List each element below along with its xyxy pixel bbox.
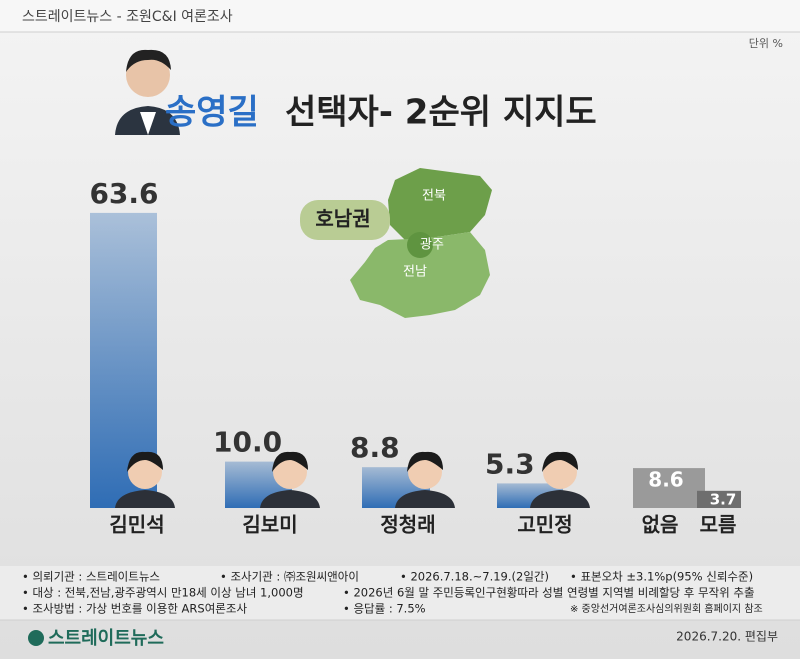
note: ※ 중앙선거여론조사심의위원회 홈페이지 참조 — [570, 602, 763, 615]
portrait-face — [408, 455, 442, 489]
category-label: 모름 — [700, 513, 737, 537]
portrait-hair — [542, 451, 578, 472]
portrait — [395, 451, 455, 508]
portrait-body — [115, 490, 175, 508]
category-label: 고민정 — [517, 513, 572, 537]
category-label: 없음 — [642, 513, 679, 537]
publisher: 스트레이트뉴스 — [48, 628, 164, 649]
note: • 표본오차 ±3.1%p(95% 신뢰수준) — [570, 570, 753, 584]
portrait-hair — [407, 451, 443, 472]
value-label: 3.7 — [710, 490, 737, 508]
region-part: 전남 — [403, 265, 427, 280]
date-credit: 2026.7.20. 편집부 — [676, 630, 778, 644]
region-part: 광주 — [420, 238, 444, 253]
category-label: 김민석 — [109, 513, 164, 537]
region-map — [300, 168, 492, 318]
notes: • 의뢰기관 : 스트레이트뉴스 • 조사기관 : ㈜조원씨앤아이 • 2026.7… — [22, 570, 763, 616]
portrait-hair — [272, 451, 308, 472]
title-portrait — [115, 49, 180, 135]
category-label: 정청래 — [380, 513, 435, 537]
value-label: 8.6 — [648, 468, 683, 492]
portrait — [115, 451, 175, 508]
unit: 단위 % — [749, 37, 783, 50]
note: • 2026년 6월 말 주민등록인구현황따라 성별 연령별 지역별 비례할당 … — [343, 586, 755, 600]
portrait — [530, 451, 590, 508]
header-bar — [0, 0, 800, 32]
portrait-face — [273, 455, 307, 489]
value-label: 8.8 — [350, 431, 400, 464]
note: • 2026.7.18.~7.19.(2일간) — [400, 570, 549, 584]
portrait-body — [530, 490, 590, 508]
note: • 응답률 : 7.5% — [343, 602, 426, 616]
region-label: 호남권 — [315, 207, 370, 231]
region-part: 전북 — [422, 189, 446, 204]
bars: 63.6 김민석 10.0 김보미 8.8 정청래 5.3 고민정 8.6 없음 3.7 모름 — [89, 177, 741, 537]
category-label: 김보미 — [242, 513, 297, 537]
portrait-face — [128, 455, 162, 489]
title: 선택자- 2순위 지지도 — [285, 93, 597, 133]
source: 스트레이트뉴스 - 조원C&I 여론조사 — [22, 9, 233, 25]
value-label: 63.6 — [89, 177, 158, 210]
note: • 조사기관 : ㈜조원씨앤아이 — [220, 570, 359, 584]
portrait-face — [543, 455, 577, 489]
note: • 의뢰기관 : 스트레이트뉴스 — [22, 570, 160, 584]
note: • 조사방법 : 가상 번호를 이용한 ARS여론조사 — [22, 602, 247, 616]
portrait-body — [395, 490, 455, 508]
bar — [633, 468, 705, 508]
logo-mark — [28, 630, 44, 646]
value-label: 5.3 — [485, 447, 535, 480]
portrait-hair — [127, 451, 163, 472]
portrait-body — [260, 490, 320, 508]
portrait — [260, 451, 320, 508]
note: • 대상 : 전북,전남,광주광역시 만18세 이상 남녀 1,000명 — [22, 586, 304, 600]
notes-box — [0, 566, 800, 620]
title-highlight: 송영길 — [165, 93, 259, 133]
value-label: 10.0 — [213, 426, 282, 459]
bar — [697, 490, 741, 508]
